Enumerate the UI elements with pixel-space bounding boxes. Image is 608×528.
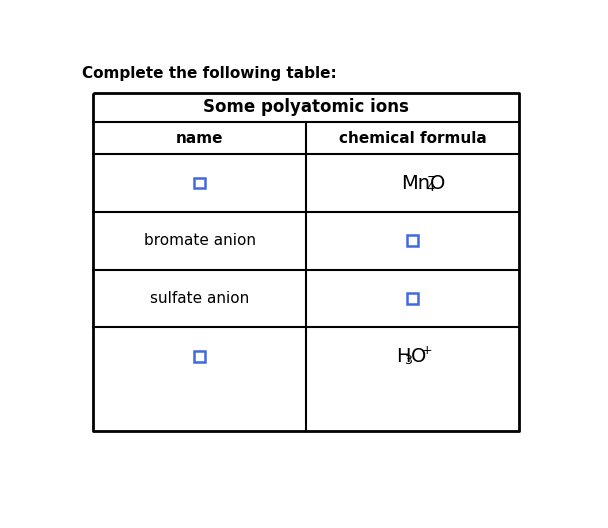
Text: 4: 4 — [427, 181, 435, 194]
Bar — [194, 178, 205, 188]
Text: −: − — [427, 171, 437, 184]
Text: Complete the following table:: Complete the following table: — [82, 67, 337, 81]
Text: 3: 3 — [404, 354, 412, 367]
Text: bromate anion: bromate anion — [143, 233, 255, 248]
Bar — [407, 293, 418, 304]
Text: O: O — [410, 347, 426, 366]
Text: chemical formula: chemical formula — [339, 130, 486, 146]
Text: sulfate anion: sulfate anion — [150, 291, 249, 306]
Text: Some polyatomic ions: Some polyatomic ions — [203, 98, 409, 116]
Text: MnO: MnO — [401, 174, 446, 193]
Text: name: name — [176, 130, 223, 146]
Bar — [407, 235, 418, 246]
Text: +: + — [421, 344, 432, 357]
Text: H: H — [396, 347, 410, 366]
Bar — [194, 351, 205, 362]
